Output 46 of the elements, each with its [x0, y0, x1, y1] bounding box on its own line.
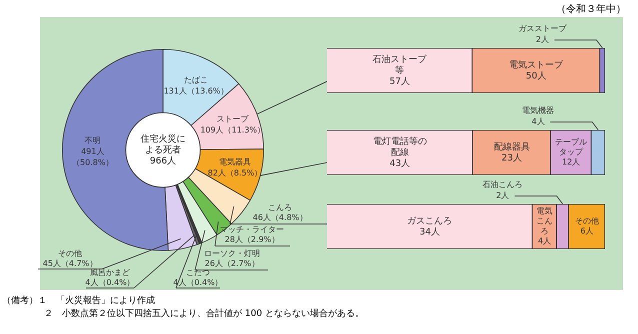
data-label: 82人（8.5%）: [208, 168, 262, 178]
series-label: 電灯電話等の配線: [372, 136, 427, 158]
data-label: 34人: [420, 226, 440, 238]
data-label: 57人: [389, 76, 410, 87]
data-label: 4人: [538, 236, 552, 246]
slice-label: その他: [58, 249, 82, 258]
slice-label: ローソク・灯明: [204, 249, 260, 258]
data-label: 28人（2.9%）: [224, 235, 280, 244]
text: ２ 小数点第２位以下四捨五入により、合計値が 100 とならない場合がある。: [43, 308, 364, 321]
series-label: その他: [574, 216, 599, 226]
data-label: 4人（0.4%）: [85, 278, 135, 288]
slice-label: ストーブ: [216, 114, 250, 124]
series-label: テーブルタップ: [555, 138, 588, 157]
text: （備考）１ 「火災報告」により作成: [2, 295, 156, 308]
data-label: 491人（50.8%）: [72, 146, 114, 167]
text: 電気機器: [522, 106, 554, 116]
slice-label: こたつ: [186, 268, 210, 278]
text: ガスストーブ: [518, 24, 568, 34]
data-label: 6人: [580, 226, 594, 236]
data-label: 4人（0.4%）: [173, 278, 223, 288]
slice-label: 不明: [84, 136, 101, 145]
data-label: 23人: [502, 152, 522, 164]
series-label: 電気ストーブ: [509, 59, 564, 70]
slice-label: こんろ: [268, 203, 292, 212]
data-label: 46人（4.8%）: [252, 213, 308, 222]
data-label: 109人（11.3%）: [200, 126, 266, 135]
slice-label: 風呂かまど: [90, 268, 130, 278]
data-label: 131人（13.6%）: [164, 86, 228, 96]
slice-label: たばこ: [184, 76, 208, 85]
text: （令和３年中）: [556, 2, 626, 16]
series-label: 石油ストーブ等: [372, 54, 428, 76]
text: 住宅火災による死者: [140, 133, 186, 156]
series-label: 電気こんろ: [536, 206, 553, 236]
data-label: 50人: [526, 70, 546, 82]
data-label: 26人（2.7%）: [204, 259, 260, 268]
data-label: 2人: [536, 35, 549, 44]
data-label: 12人: [562, 158, 580, 167]
series-label: 配線器具: [494, 141, 530, 152]
slice-label: 電気器具: [218, 157, 251, 166]
data-label: 4人: [532, 117, 545, 126]
data-label: 43人: [390, 158, 410, 169]
series-label: ガスこんろ: [407, 216, 452, 226]
data-label: 45人（4.7%）: [42, 259, 98, 268]
text: 石油こんろ: [482, 180, 523, 190]
text: 966人: [150, 155, 176, 166]
data-label: 2人: [496, 191, 510, 200]
